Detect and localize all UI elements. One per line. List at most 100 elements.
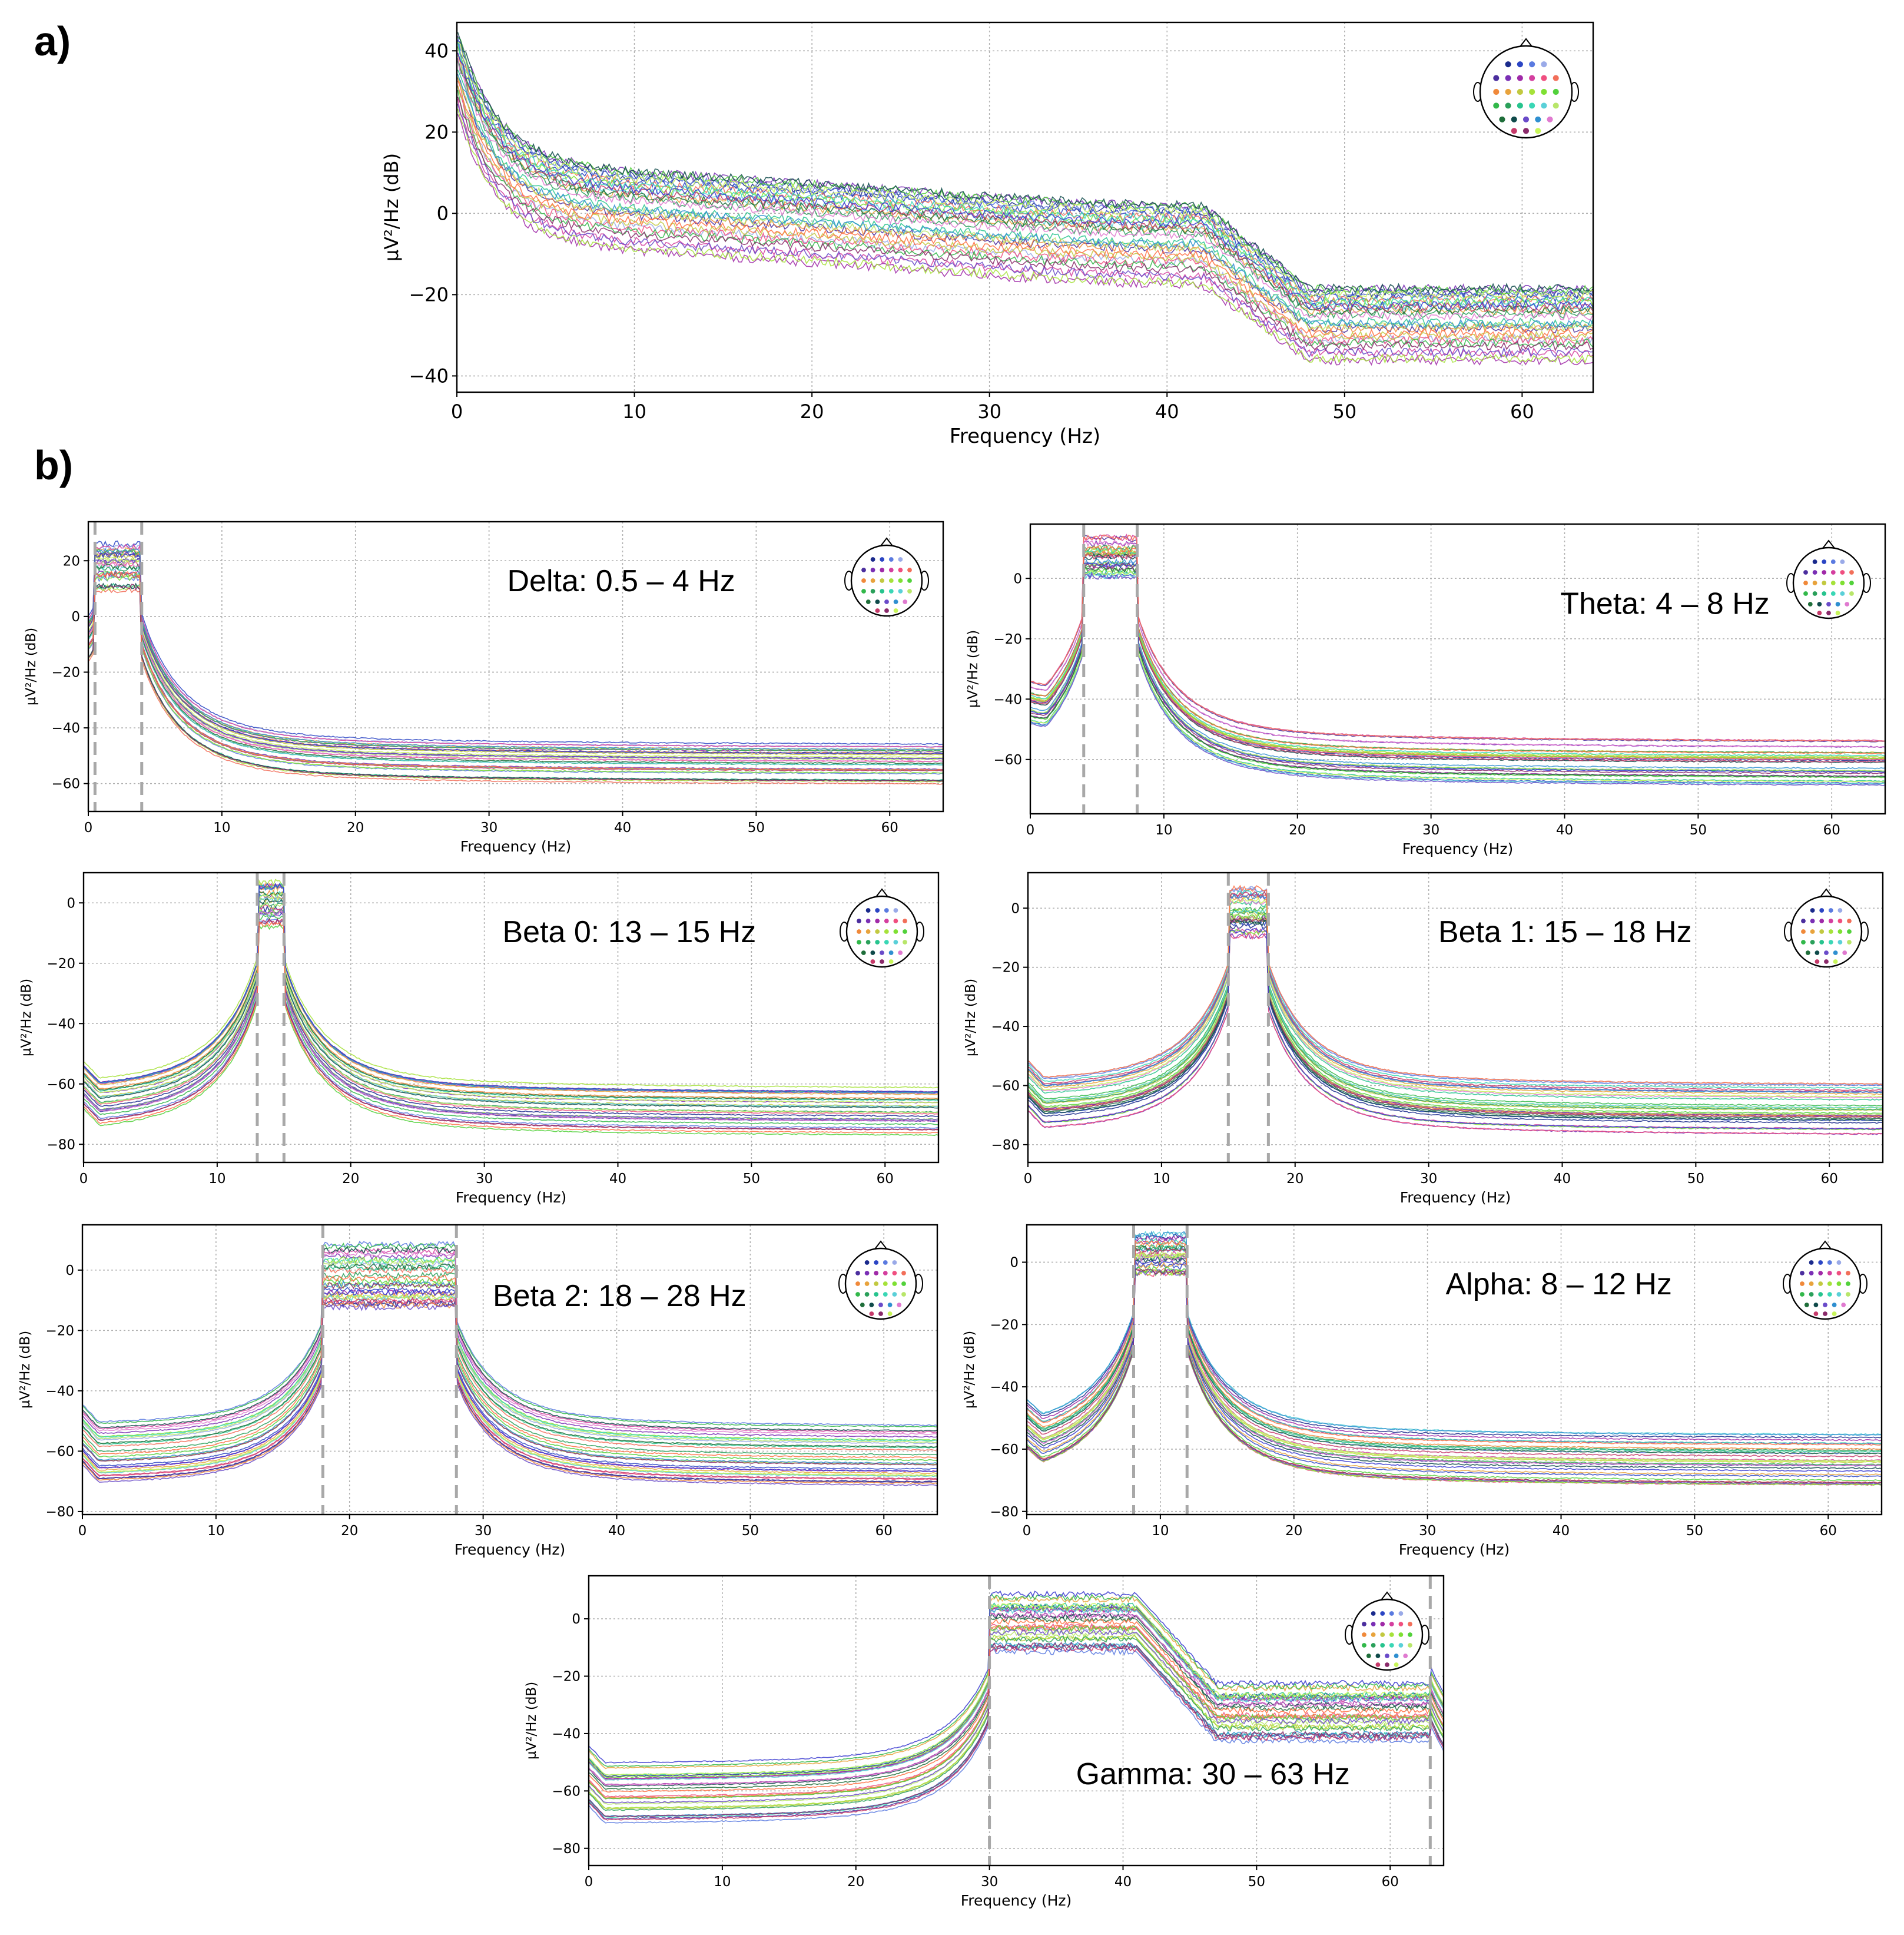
- y-tick-label: −60: [993, 753, 1022, 768]
- sensor-dot: [1845, 602, 1850, 607]
- sensor-dot: [1824, 950, 1829, 955]
- x-tick-label: 30: [981, 1874, 998, 1890]
- sensor-head-icon: [1473, 38, 1579, 139]
- sensor-dot: [903, 929, 907, 934]
- sensor-dot: [1529, 88, 1535, 95]
- y-tick-label: −40: [409, 365, 449, 387]
- plot-frame: [87, 521, 944, 813]
- series-line: [457, 78, 1593, 333]
- series-line: [457, 41, 1593, 303]
- series-line: [84, 904, 938, 1117]
- sensor-dot: [1813, 1311, 1819, 1316]
- sensor-dot: [1818, 1260, 1823, 1265]
- x-tick-label: 60: [1382, 1874, 1399, 1890]
- sensor-dot: [870, 568, 875, 572]
- x-tick-label: 50: [1686, 1523, 1703, 1539]
- series-line: [88, 544, 943, 748]
- sensor-dot: [1827, 1271, 1832, 1275]
- sensor-dot: [864, 1292, 870, 1297]
- x-axis-label: Frequency (Hz): [1402, 840, 1514, 857]
- series-line: [1027, 1234, 1882, 1442]
- series-line: [1027, 1257, 1882, 1470]
- series-line: [84, 904, 938, 1115]
- sensor-dot: [1822, 591, 1827, 596]
- sensor-dot: [1408, 1622, 1412, 1626]
- x-tick-label: 60: [875, 1523, 893, 1539]
- sensor-dot: [1827, 1260, 1832, 1265]
- sensor-dot: [1837, 908, 1843, 913]
- nose: [1822, 539, 1835, 549]
- series-line: [88, 552, 943, 755]
- series-line: [88, 574, 943, 774]
- sensor-dot: [1847, 919, 1852, 923]
- sensor-dot: [870, 578, 875, 583]
- sensor-dot: [1840, 559, 1845, 564]
- y-tick-label: −80: [552, 1841, 581, 1857]
- series-line: [84, 914, 938, 1125]
- series-line: [84, 892, 938, 1104]
- series-line: [1027, 1254, 1882, 1467]
- sensor-dot: [893, 608, 898, 613]
- sensor-dot: [1836, 1292, 1842, 1297]
- series-line: [589, 1635, 1444, 1811]
- sensor-dot: [1380, 1632, 1385, 1637]
- series-line: [1030, 545, 1885, 754]
- series-line: [1030, 565, 1885, 778]
- sensor-dot: [870, 589, 875, 594]
- x-axis-label: Frequency (Hz): [1400, 1189, 1511, 1206]
- sensor-dot: [855, 1292, 860, 1297]
- sensor-dot: [883, 1292, 888, 1297]
- y-tick-label: −40: [993, 692, 1022, 707]
- sensor-dot: [1541, 102, 1547, 109]
- sensor-dot: [1389, 1611, 1394, 1616]
- series-line: [84, 910, 938, 1122]
- y-axis-label: µV²/Hz (dB): [966, 630, 981, 708]
- series-line: [82, 1277, 937, 1462]
- series-line: [1028, 906, 1883, 1107]
- y-tick-label: 20: [63, 554, 80, 569]
- sensor-dot: [888, 578, 894, 583]
- series-line: [1027, 1248, 1882, 1457]
- x-tick-label: 60: [877, 1171, 894, 1187]
- sensor-dot: [1822, 559, 1827, 564]
- y-tick-label: 0: [67, 896, 75, 911]
- series-line: [1030, 550, 1885, 760]
- sensor-dot: [1499, 116, 1505, 122]
- sensor-dot: [874, 1260, 879, 1265]
- sensor-dot: [1522, 116, 1530, 122]
- x-tick-label: 60: [881, 820, 898, 836]
- sensor-dot: [1846, 1281, 1850, 1286]
- sensor-dot: [893, 919, 898, 923]
- sensor-dot: [1837, 929, 1843, 934]
- plot-frame: [1027, 872, 1884, 1164]
- sensor-dot: [870, 959, 875, 964]
- sensor-dot: [907, 589, 912, 594]
- series-line: [457, 58, 1593, 321]
- series-line: [1028, 900, 1883, 1101]
- series-line: [1028, 919, 1883, 1121]
- series-line: [82, 1242, 937, 1428]
- series-line: [82, 1280, 937, 1464]
- series-group: [1027, 1230, 1882, 1486]
- sensor-dot: [1830, 591, 1836, 596]
- x-tick-label: 10: [622, 400, 646, 423]
- x-tick-label: 0: [84, 820, 93, 836]
- series-line: [82, 1263, 937, 1448]
- chart-delta: 0 10 20 30 40 50 60 −60 −40 −20 0 20 Frequency (Hz) µ…: [24, 521, 944, 855]
- y-tick-label: −60: [991, 1079, 1020, 1094]
- sensor-dot: [1398, 1622, 1404, 1626]
- series-line: [1027, 1259, 1882, 1472]
- sensor-dot: [1830, 559, 1836, 564]
- sensor-dot: [1812, 591, 1817, 596]
- sensor-dot: [1522, 128, 1530, 134]
- x-tick-label: 10: [208, 1171, 225, 1187]
- sensor-dot: [898, 568, 903, 572]
- series-line: [88, 561, 943, 763]
- series-line: [457, 74, 1593, 330]
- head-outline: [1790, 895, 1863, 968]
- sensor-dot: [1541, 88, 1547, 95]
- y-axis-label: µV²/Hz (dB): [380, 153, 403, 261]
- x-axis-label: Frequency (Hz): [950, 425, 1100, 448]
- sensor-dot: [1847, 940, 1852, 945]
- y-tick-label: −20: [990, 1317, 1019, 1333]
